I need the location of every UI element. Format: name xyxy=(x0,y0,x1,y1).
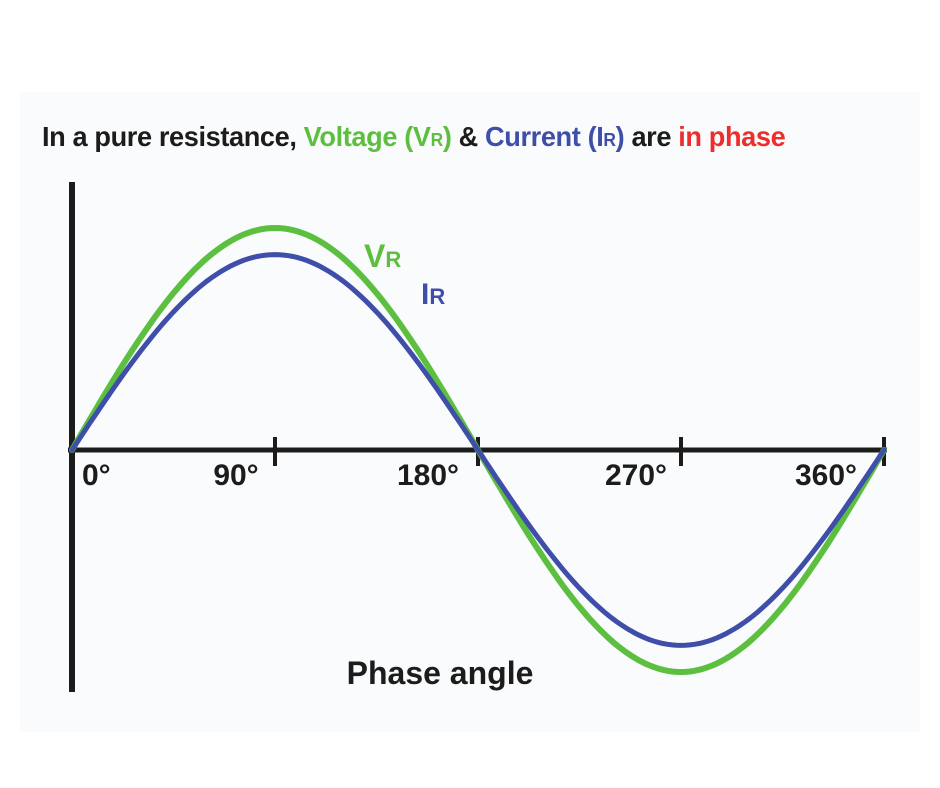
current-label-main: I xyxy=(421,278,429,311)
title-current-word: Current (I xyxy=(485,121,604,152)
tick-label-0: 0° xyxy=(82,459,111,492)
title-current-close: ) xyxy=(615,121,625,152)
title-voltage-close: ) xyxy=(442,121,452,152)
voltage-label: VR xyxy=(364,238,401,274)
tick-labels: 0° 90° 180° 270° 360° xyxy=(82,459,857,492)
title-voltage: Voltage (VR) xyxy=(304,121,452,152)
tick-label-360: 360° xyxy=(795,459,857,492)
title-voltage-word: Voltage (V xyxy=(303,121,431,152)
title-amp: & xyxy=(451,121,486,152)
tick-label-180: 180° xyxy=(397,459,459,492)
current-label-sub: R xyxy=(429,284,445,309)
diagram-title: In a pure resistance, Voltage (VR) & Cur… xyxy=(42,121,786,153)
title-current-sub: R xyxy=(603,130,616,150)
title-current: Current (IR) xyxy=(485,121,625,152)
title-are: are xyxy=(624,121,679,152)
voltage-label-sub: R xyxy=(385,247,401,272)
tick-label-90: 90° xyxy=(213,459,258,492)
current-label: IR xyxy=(421,278,445,311)
voltage-label-main: V xyxy=(364,238,386,274)
current-curve xyxy=(69,252,887,648)
title-prefix: In a pure resistance, xyxy=(42,121,304,152)
title-voltage-sub: R xyxy=(430,130,444,150)
x-axis-label: Phase angle xyxy=(347,655,534,691)
tick-label-270: 270° xyxy=(605,459,667,492)
title-in-phase: in phase xyxy=(678,121,786,152)
